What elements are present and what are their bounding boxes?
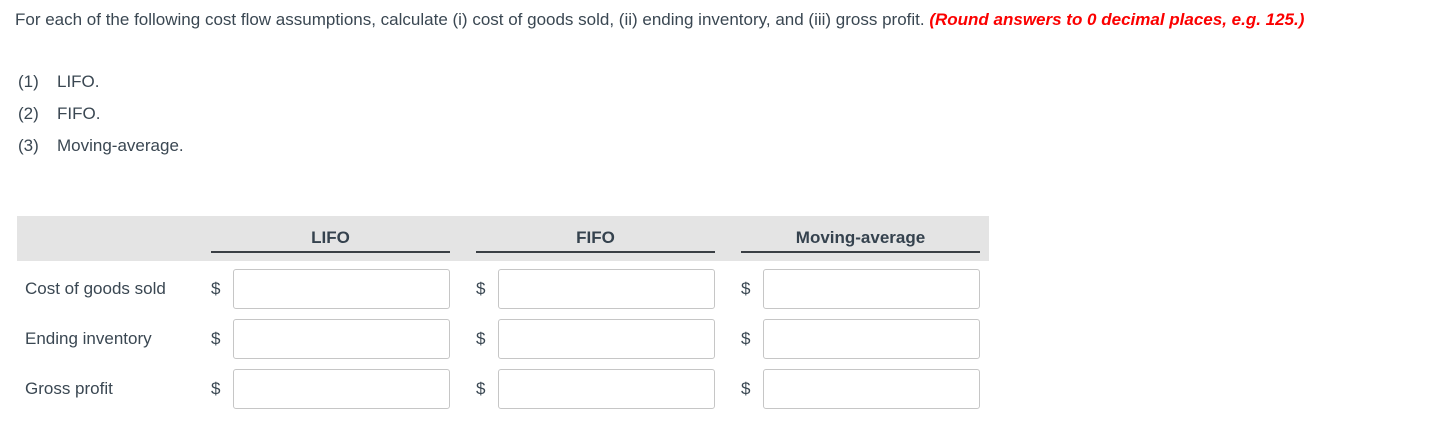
list-item-fifo: (2) FIFO. <box>18 98 1439 130</box>
dollar-sign: $ <box>211 279 221 298</box>
assumption-number: (3) <box>18 136 39 155</box>
input-ending-inventory-moving-average[interactable] <box>763 319 980 359</box>
cell-cost-of-goods-sold-lifo: $ <box>211 269 450 309</box>
table-row-cost-of-goods-sold: Cost of goods sold $ $ $ <box>17 269 989 309</box>
cell-cost-of-goods-sold-fifo: $ <box>476 269 715 309</box>
dollar-sign: $ <box>741 279 751 298</box>
question-paragraph: For each of the following cost flow assu… <box>15 9 1439 30</box>
input-cost-of-goods-sold-lifo[interactable] <box>233 269 450 309</box>
rounding-instruction: (Round answers to 0 decimal places, e.g.… <box>929 10 1305 29</box>
dollar-sign: $ <box>476 379 486 398</box>
assumption-label: LIFO. <box>57 72 100 91</box>
cell-gross-profit-moving-average: $ <box>741 369 980 409</box>
answers-table: LIFO FIFO Moving-average Cost of goods s… <box>17 216 989 409</box>
cell-gross-profit-fifo: $ <box>476 369 715 409</box>
dollar-sign: $ <box>211 329 221 348</box>
input-cost-of-goods-sold-fifo[interactable] <box>498 269 715 309</box>
table-row-gross-profit: Gross profit $ $ $ <box>17 369 989 409</box>
dollar-sign: $ <box>741 379 751 398</box>
column-header-lifo: LIFO <box>211 228 450 253</box>
list-item-moving-average: (3) Moving-average. <box>18 130 1439 162</box>
cell-ending-inventory-fifo: $ <box>476 319 715 359</box>
assumption-label: Moving-average. <box>57 136 184 155</box>
input-ending-inventory-lifo[interactable] <box>233 319 450 359</box>
dollar-sign: $ <box>211 379 221 398</box>
column-header-fifo: FIFO <box>476 228 715 253</box>
input-gross-profit-fifo[interactable] <box>498 369 715 409</box>
dollar-sign: $ <box>476 279 486 298</box>
assumption-list: (1) LIFO. (2) FIFO. (3) Moving-average. <box>18 66 1439 162</box>
assumption-label: FIFO. <box>57 104 101 123</box>
cell-cost-of-goods-sold-moving-average: $ <box>741 269 980 309</box>
input-gross-profit-lifo[interactable] <box>233 369 450 409</box>
row-label-gross-profit: Gross profit <box>25 379 113 398</box>
column-header-moving-average: Moving-average <box>741 228 980 253</box>
table-row-ending-inventory: Ending inventory $ $ $ <box>17 319 989 359</box>
assumption-number: (1) <box>18 72 39 91</box>
input-gross-profit-moving-average[interactable] <box>763 369 980 409</box>
dollar-sign: $ <box>741 329 751 348</box>
assumption-number: (2) <box>18 104 39 123</box>
cell-gross-profit-lifo: $ <box>211 369 450 409</box>
table-header-row: LIFO FIFO Moving-average <box>17 216 989 261</box>
input-cost-of-goods-sold-moving-average[interactable] <box>763 269 980 309</box>
cell-ending-inventory-lifo: $ <box>211 319 450 359</box>
question-text: For each of the following cost flow assu… <box>15 10 930 29</box>
cell-ending-inventory-moving-average: $ <box>741 319 980 359</box>
row-label-cost-of-goods-sold: Cost of goods sold <box>25 279 166 298</box>
dollar-sign: $ <box>476 329 486 348</box>
row-label-ending-inventory: Ending inventory <box>25 329 152 348</box>
list-item-lifo: (1) LIFO. <box>18 66 1439 98</box>
input-ending-inventory-fifo[interactable] <box>498 319 715 359</box>
